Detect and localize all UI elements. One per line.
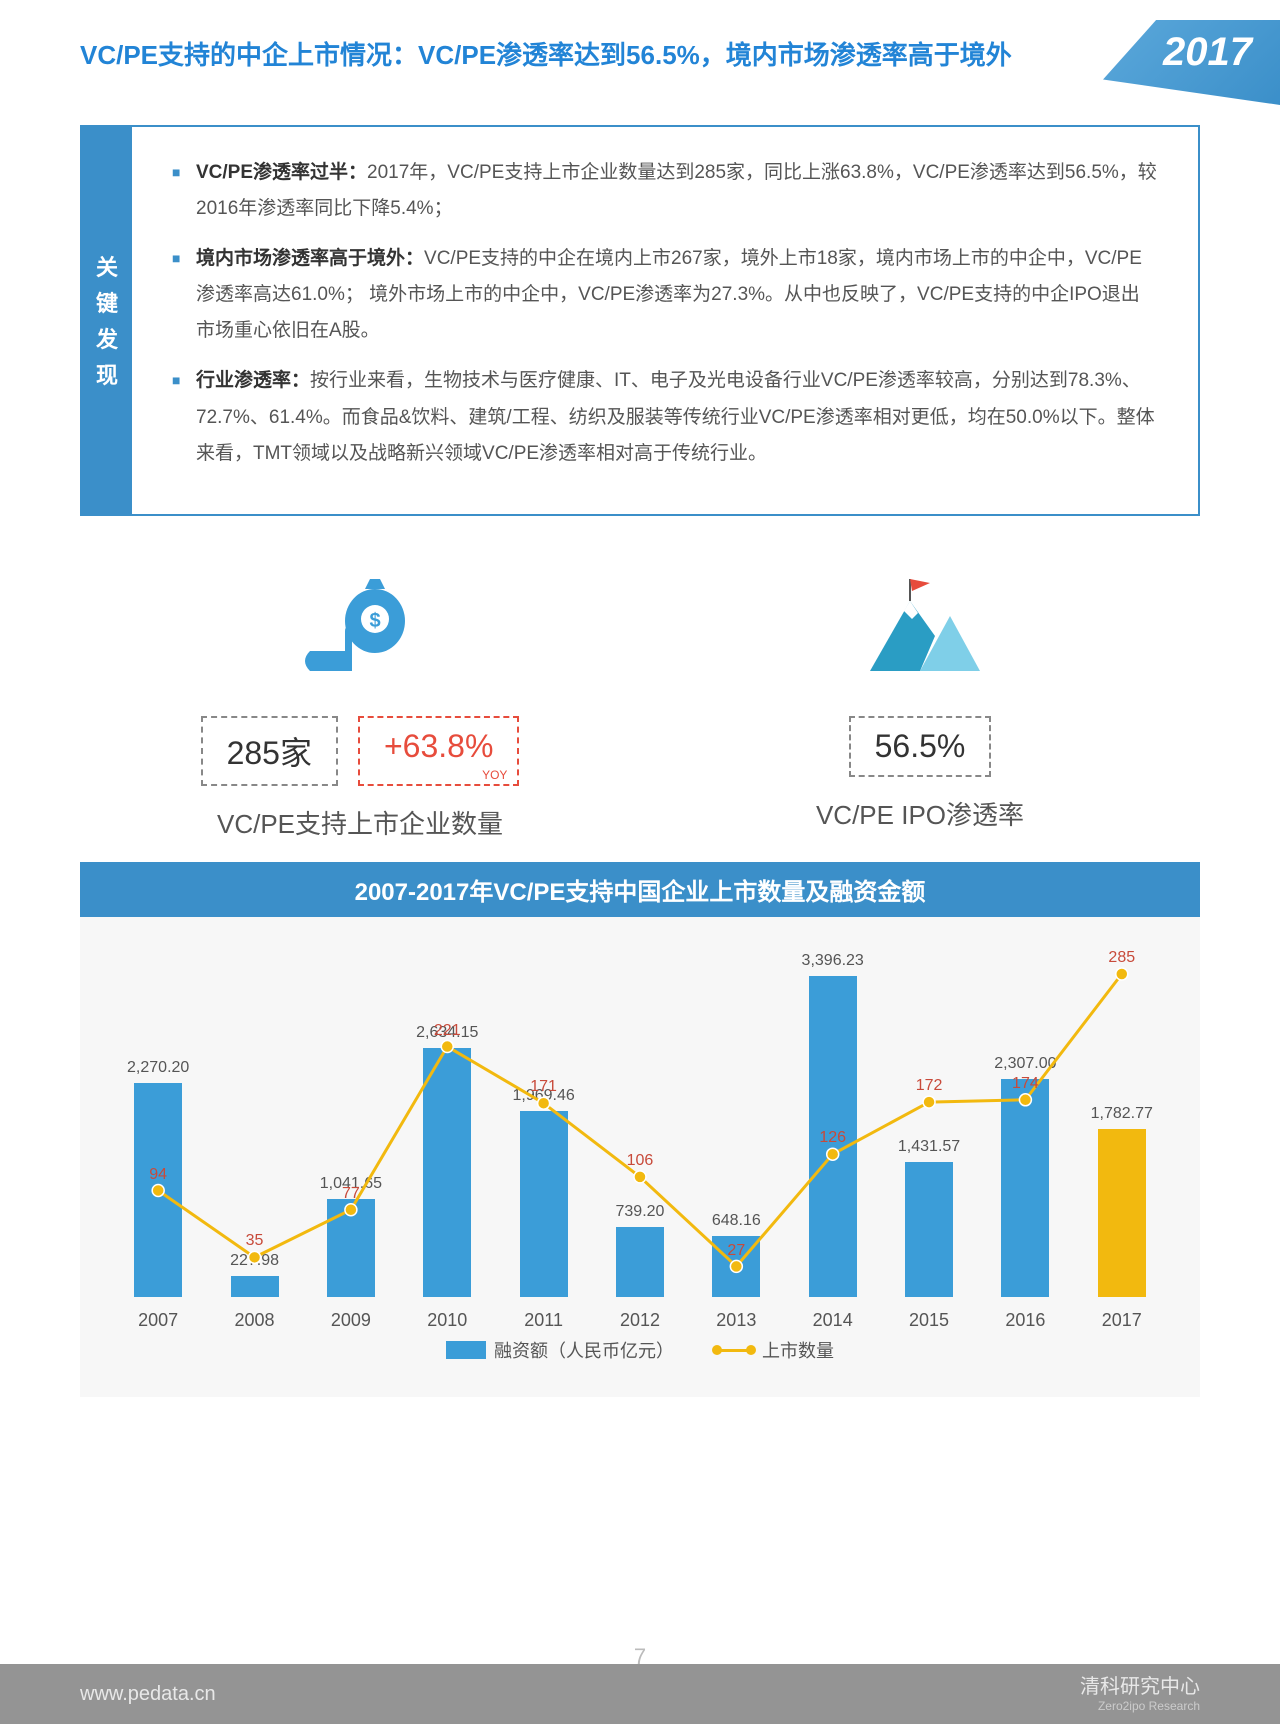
bar-group: 2,634.152010 [399, 1048, 495, 1297]
bar: 739.20 [616, 1227, 664, 1297]
stat-companies-caption: VC/PE支持上市企业数量 [108, 806, 612, 842]
findings-label: 关键发现 [82, 127, 132, 514]
x-axis-label: 2017 [1102, 1310, 1142, 1331]
legend-bar: 融资额（人民币亿元） [446, 1337, 674, 1363]
legend-line: 上市数量 [714, 1337, 834, 1363]
bar-group: 739.202012 [592, 1227, 688, 1297]
line-value-label: 35 [246, 1232, 264, 1250]
bar: 1,782.77 [1098, 1129, 1146, 1297]
x-axis-label: 2016 [1005, 1310, 1045, 1331]
bar: 227.98 [231, 1276, 279, 1298]
bar-value-label: 1,431.57 [898, 1138, 960, 1156]
chart-legend: 融资额（人民币亿元） 上市数量 [100, 1337, 1180, 1363]
line-value-label: 174 [1012, 1075, 1039, 1093]
findings-content: VC/PE渗透率过半：2017年，VC/PE支持上市企业数量达到285家，同比上… [132, 127, 1198, 514]
bar-group: 2,307.002016 [977, 1079, 1073, 1297]
bar: 1,969.46 [520, 1111, 568, 1297]
stat-growth-value: +63.8% [384, 728, 493, 764]
line-value-label: 77 [342, 1185, 360, 1203]
bar-group: 1,969.462011 [495, 1111, 591, 1297]
stat-count-box: 285家 [201, 716, 338, 786]
svg-text:$: $ [369, 610, 380, 632]
footer-url: www.pedata.cn [80, 1683, 216, 1706]
bar-group: 1,431.572015 [881, 1162, 977, 1297]
finding-item: VC/PE渗透率过半：2017年，VC/PE支持上市企业数量达到285家，同比上… [172, 155, 1158, 227]
x-axis-label: 2013 [716, 1310, 756, 1331]
page-title: VC/PE支持的中企上市情况：VC/PE渗透率达到56.5%，境内市场渗透率高于… [80, 36, 1080, 75]
legend-bar-label: 融资额（人民币亿元） [494, 1337, 674, 1363]
x-axis-label: 2007 [138, 1310, 178, 1331]
stat-rate-box: 56.5% [849, 716, 992, 777]
finding-item: 行业渗透率：按行业来看，生物技术与医疗健康、IT、电子及光电设备行业VC/PE渗… [172, 363, 1158, 471]
x-axis-label: 2008 [235, 1310, 275, 1331]
x-axis-label: 2010 [427, 1310, 467, 1331]
mountain-icon [668, 556, 1172, 696]
footer: www.pedata.cn 7 清科研究中心 Zero2ipo Research [0, 1664, 1280, 1724]
line-value-label: 285 [1108, 949, 1135, 967]
x-axis-label: 2012 [620, 1310, 660, 1331]
bar: 2,307.00 [1001, 1079, 1049, 1297]
bar: 1,041.65 [327, 1199, 375, 1297]
money-bag-icon: $ [108, 556, 612, 696]
line-value-label: 106 [627, 1152, 654, 1170]
page-number: 7 [634, 1644, 646, 1670]
x-axis-label: 2014 [813, 1310, 853, 1331]
finding-item: 境内市场渗透率高于境外：VC/PE支持的中企在境内上市267家，境外上市18家，… [172, 241, 1158, 349]
bar-value-label: 648.16 [712, 1212, 761, 1230]
yoy-label: YOY [482, 768, 507, 782]
bar-value-label: 2,270.20 [127, 1059, 189, 1077]
bar-group: 227.982008 [206, 1276, 302, 1298]
line-value-label: 172 [916, 1077, 943, 1095]
bar-group: 1,041.652009 [303, 1199, 399, 1297]
bar-group: 2,270.202007 [110, 1083, 206, 1297]
bar: 1,431.57 [905, 1162, 953, 1297]
stat-penetration: 56.5% VC/PE IPO渗透率 [668, 556, 1172, 842]
stat-growth-box: +63.8% YOY [358, 716, 519, 786]
line-value-label: 126 [819, 1129, 846, 1147]
legend-line-label: 上市数量 [762, 1337, 834, 1363]
footer-org-en: Zero2ipo Research [1080, 1699, 1200, 1713]
bar-value-label: 1,782.77 [1091, 1105, 1153, 1123]
year-badge: 2017 [1103, 20, 1280, 105]
stat-companies: $ 285家 +63.8% YOY VC/PE支持上市企业数量 [108, 556, 612, 842]
line-value-label: 171 [530, 1078, 557, 1096]
bar-value-label: 739.20 [616, 1203, 665, 1221]
bar-value-label: 2,307.00 [994, 1055, 1056, 1073]
key-findings-box: 关键发现 VC/PE渗透率过半：2017年，VC/PE支持上市企业数量达到285… [80, 125, 1200, 516]
bar: 2,270.20 [134, 1083, 182, 1297]
bar-group: 1,782.772017 [1074, 1129, 1170, 1297]
x-axis-label: 2011 [524, 1310, 563, 1331]
x-axis-label: 2015 [909, 1310, 949, 1331]
bar: 2,634.15 [423, 1048, 471, 1297]
line-value-label: 94 [149, 1166, 167, 1184]
line-value-label: 27 [727, 1242, 745, 1260]
chart-section: 2007-2017年VC/PE支持中国企业上市数量及融资金额 2,270.202… [80, 862, 1200, 1397]
bar-value-label: 227.98 [230, 1252, 279, 1270]
stats-row: $ 285家 +63.8% YOY VC/PE支持上市企业数量 56.5% VC… [80, 556, 1200, 842]
line-value-label: 221 [434, 1022, 461, 1040]
chart-title: 2007-2017年VC/PE支持中国企业上市数量及融资金额 [80, 862, 1200, 917]
bar-value-label: 3,396.23 [802, 952, 864, 970]
chart-area: 2,270.202007227.9820081,041.6520092,634.… [80, 917, 1200, 1397]
footer-org: 清科研究中心 [1080, 1675, 1200, 1699]
x-axis-label: 2009 [331, 1310, 371, 1331]
stat-penetration-caption: VC/PE IPO渗透率 [668, 797, 1172, 833]
